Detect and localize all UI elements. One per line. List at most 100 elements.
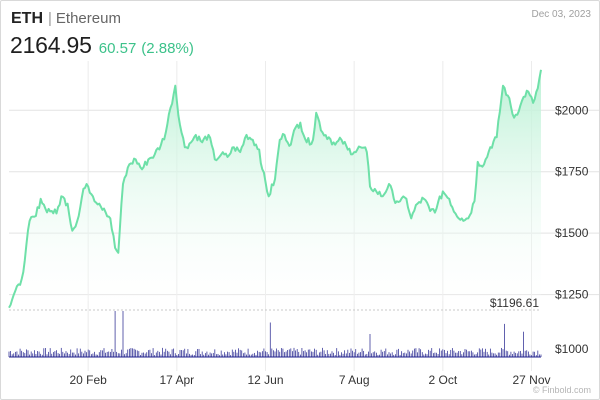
- volume-bar: [434, 352, 436, 357]
- volume-bar: [168, 351, 170, 357]
- volume-bar: [442, 349, 444, 357]
- volume-bar: [360, 352, 361, 357]
- volume-bar: [385, 348, 387, 357]
- volume-bar: [144, 353, 146, 357]
- volume-bar: [383, 351, 385, 357]
- volume-bar: [537, 350, 539, 357]
- volume-bar: [35, 353, 37, 357]
- volume-bar: [399, 354, 401, 357]
- volume-bar: [10, 351, 11, 357]
- volume-bar: [412, 350, 414, 357]
- volume-bar: [233, 351, 235, 357]
- volume-bar: [178, 354, 179, 357]
- volume-bar: [201, 351, 203, 357]
- volume-bar: [269, 322, 271, 357]
- volume-bar: [350, 348, 352, 357]
- min-price-label: $1196.61: [490, 296, 539, 310]
- volume-bar: [11, 354, 13, 357]
- volume-bar: [288, 349, 290, 357]
- volume-bar: [477, 352, 479, 357]
- volume-bar: [375, 352, 377, 357]
- volume-bar: [217, 353, 219, 357]
- volume-bar: [423, 354, 425, 357]
- volume-bar: [510, 351, 512, 357]
- volume-bar: [227, 351, 228, 357]
- volume-bar: [374, 351, 376, 357]
- volume-bar: [409, 351, 410, 357]
- volume-bar: [239, 349, 241, 357]
- price-change-percent: (2.88%): [141, 40, 194, 57]
- volume-bar: [195, 351, 197, 357]
- volume-bar: [268, 354, 270, 357]
- price-area-fill: [9, 69, 541, 308]
- volume-bar: [493, 353, 494, 357]
- volume-bar: [540, 354, 542, 357]
- volume-bar: [59, 353, 61, 357]
- volume-bar: [349, 352, 350, 357]
- volume-bar: [352, 350, 353, 357]
- volume-bar: [103, 348, 105, 357]
- volume-bar: [97, 354, 99, 357]
- volume-bar: [496, 354, 498, 357]
- volume-bar: [472, 352, 474, 357]
- volume-bar: [26, 349, 27, 357]
- volume-bar: [307, 349, 309, 357]
- volume-bar: [371, 353, 372, 357]
- volume-bar: [200, 354, 201, 357]
- volume-bar: [485, 348, 486, 357]
- volume-bar: [18, 354, 19, 357]
- volume-bar: [345, 353, 347, 357]
- volume-bar: [402, 353, 404, 357]
- volume-bar: [306, 352, 308, 357]
- volume-bar: [152, 348, 154, 357]
- volume-bar: [216, 354, 217, 357]
- volume-bar: [135, 349, 137, 357]
- volume-bar: [529, 354, 531, 357]
- volume-bar: [466, 349, 467, 357]
- volume-bar: [513, 351, 515, 357]
- volume-bar: [225, 354, 227, 357]
- volume-bar: [83, 353, 84, 357]
- volume-bar: [246, 354, 247, 357]
- volume-bar: [474, 354, 475, 357]
- x-tick-label: 7 Aug: [339, 373, 370, 387]
- volume-bar: [247, 348, 249, 357]
- volume-bar: [37, 351, 38, 357]
- volume-bar: [448, 354, 450, 357]
- volume-bar: [21, 350, 23, 357]
- volume-bar: [431, 348, 433, 357]
- volume-bar: [301, 348, 303, 357]
- volume-bar: [98, 352, 100, 357]
- x-tick-label: 17 Apr: [159, 373, 194, 387]
- volume-bar: [279, 351, 281, 357]
- volume-bar: [84, 350, 86, 357]
- volume-bar: [482, 348, 483, 357]
- volume-bar: [255, 354, 257, 357]
- volume-bar: [407, 349, 409, 357]
- volume-bar: [299, 354, 301, 357]
- y-tick-label: $1750: [555, 165, 589, 179]
- volume-bar: [317, 354, 319, 357]
- volume-bar: [114, 311, 116, 357]
- volume-bar: [147, 350, 149, 357]
- volume-bar: [458, 351, 460, 357]
- volume-bar: [526, 350, 528, 357]
- volume-bar: [111, 348, 113, 357]
- chart-date: Dec 03, 2023: [531, 9, 592, 20]
- volume-bar: [380, 349, 382, 357]
- volume-bar: [60, 347, 62, 357]
- volume-bar: [347, 349, 349, 357]
- volume-bar: [418, 348, 420, 357]
- volume-bar: [322, 347, 323, 357]
- volume-bar: [398, 348, 399, 357]
- volume-bar: [19, 348, 21, 357]
- volume-bar: [273, 350, 274, 357]
- volume-bar: [51, 353, 53, 357]
- volume-bar: [470, 350, 472, 357]
- volume-bar: [334, 355, 336, 357]
- volume-bar: [162, 347, 163, 357]
- volume-bar: [78, 353, 80, 357]
- ticker-symbol: ETH: [11, 10, 43, 27]
- volume-bar: [516, 353, 518, 357]
